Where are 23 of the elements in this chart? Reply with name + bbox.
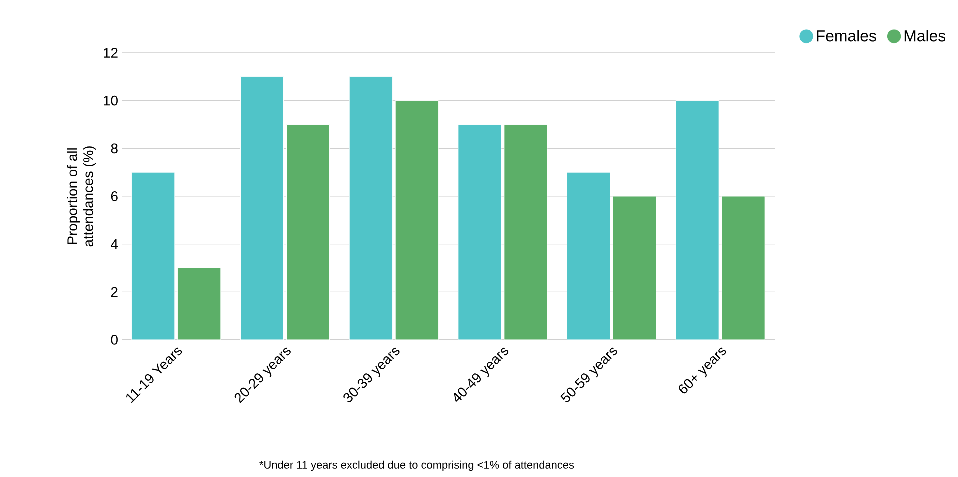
bar bbox=[349, 76, 393, 340]
y-tick-label: 8 bbox=[111, 144, 118, 154]
bar bbox=[676, 100, 720, 340]
bar bbox=[132, 172, 176, 340]
y-axis-title: Proportion of all attendances (%) bbox=[67, 146, 96, 247]
text: *Under 11 years excluded due to comprising <1% of attendances bbox=[260, 460, 574, 472]
y-tick-label: 2 bbox=[111, 287, 118, 298]
bar bbox=[567, 172, 611, 340]
bar bbox=[178, 268, 222, 340]
bar bbox=[504, 124, 548, 340]
bar bbox=[286, 124, 330, 340]
bar bbox=[458, 124, 502, 340]
y-tick-label: 6 bbox=[111, 192, 118, 202]
bar bbox=[613, 196, 657, 340]
bar bbox=[395, 100, 439, 340]
y-tick-label: 10 bbox=[104, 96, 118, 106]
legend-label: Females bbox=[817, 30, 876, 42]
y-tick-label: 0 bbox=[111, 335, 118, 345]
bar bbox=[722, 196, 766, 340]
y-tick-label: 4 bbox=[111, 240, 118, 250]
y-tick-label: 12 bbox=[104, 48, 118, 58]
legend-label: Males bbox=[904, 30, 946, 42]
bar bbox=[240, 76, 284, 340]
